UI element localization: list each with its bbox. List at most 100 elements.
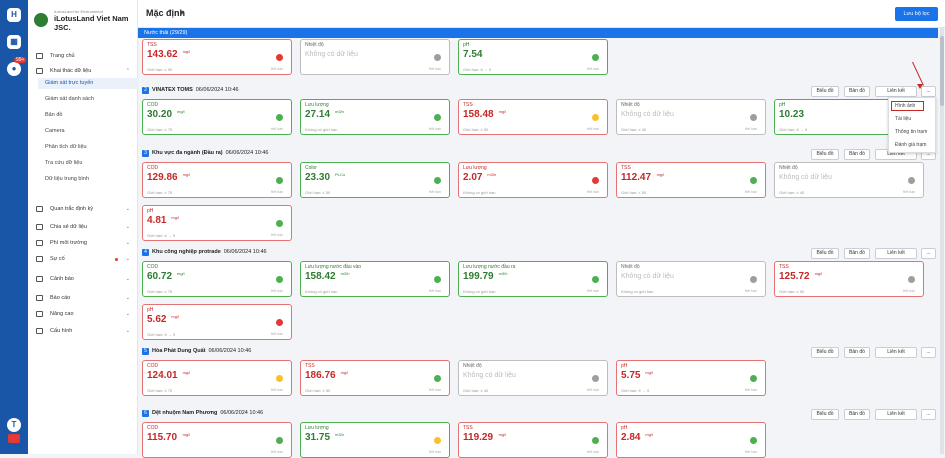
- parameter-value: 125.72: [779, 271, 810, 282]
- map-button[interactable]: Bản đồ: [844, 347, 870, 358]
- parameter-card[interactable]: COD 124.01 mg/l Giới hạn: ≤ 75 Hết hạn: [142, 360, 292, 396]
- chart-button[interactable]: Biểu đồ: [811, 86, 839, 97]
- submenu-item[interactable]: Giám sát trực tuyến: [38, 78, 138, 89]
- status-dot: [750, 276, 757, 283]
- chart-button[interactable]: Biểu đồ: [811, 149, 839, 160]
- avatar-icon[interactable]: T: [7, 418, 21, 432]
- menu-item[interactable]: Cảnh báo ⌄: [28, 273, 138, 285]
- annotation-arrow: [912, 61, 924, 86]
- link-button[interactable]: Liên kết: [875, 347, 917, 358]
- parameter-card[interactable]: COD 30.20 mg/l Giới hạn: ≤ 75 Hết hạn: [142, 99, 292, 135]
- menu-item[interactable]: Chia sẻ dữ liệu ⌄: [28, 221, 138, 233]
- station-name[interactable]: Hòa Phát Dung Quất: [152, 348, 206, 354]
- submenu-item[interactable]: Bản đồ: [45, 112, 63, 118]
- menu-item-label: Nâng cao: [50, 311, 74, 317]
- station-index: 5: [142, 348, 149, 355]
- parameter-card[interactable]: COD 60.72 mg/l Giới hạn: ≤ 75 Hết hạn: [142, 261, 292, 297]
- parameter-name: Lưu lượng: [305, 102, 329, 108]
- map-button[interactable]: Bản đồ: [844, 86, 870, 97]
- parameter-card[interactable]: TSS 186.76 mg/l Giới hạn: ≤ 50 Hết hạn: [300, 360, 450, 396]
- parameter-card[interactable]: pH 2.84 mg/l Hết hạn: [616, 422, 766, 458]
- dropdown-item[interactable]: Đánh giá trạm: [895, 142, 927, 148]
- more-button[interactable]: ...: [921, 248, 936, 259]
- station-name[interactable]: Khu vực đa ngành (Đầu ra): [152, 150, 223, 156]
- menu-item[interactable]: Sự cố ⌄: [28, 253, 138, 265]
- chart-button[interactable]: Biểu đồ: [811, 347, 839, 358]
- more-button[interactable]: ...: [921, 86, 936, 97]
- parameter-value: 119.29: [463, 432, 494, 443]
- menu-item[interactable]: Khai thác dữ liệu ⌃: [28, 65, 138, 77]
- station-name[interactable]: Khu công nghiệp protrade: [152, 249, 221, 255]
- parameter-limit: Giới hạn: ≤ 40: [779, 190, 805, 195]
- parameter-card[interactable]: TSS 158.48 mg/l Giới hạn: ≤ 50 Hết hạn: [458, 99, 608, 135]
- dropdown-item[interactable]: Hình ảnh: [895, 103, 916, 109]
- menu-item[interactable]: Báo cáo ⌄: [28, 292, 138, 304]
- chart-button[interactable]: Biểu đồ: [811, 409, 839, 420]
- parameter-card[interactable]: Lưu lượng 31.75 m3/h Hết hạn: [300, 422, 450, 458]
- parameter-card[interactable]: Nhiệt độ Không có dữ liệu Giới hạn: ≤ 40 Hế…: [774, 162, 924, 198]
- parameter-card[interactable]: Nhiệt độ Không có dữ liệu Giới hạn: ≤ 40 Hế…: [616, 99, 766, 135]
- parameter-card[interactable]: Nhiệt độ Không có dữ liệu Giới hạn: ≤ 40 Hế…: [458, 360, 608, 396]
- satellite-icon[interactable]: ●: [7, 62, 21, 76]
- expiry-label: Hết hạn: [744, 388, 757, 392]
- chevron-down-icon[interactable]: ▾: [180, 8, 185, 17]
- parameter-card[interactable]: Lưu lượng 27.14 m3/h Không có giới hạn Hết h…: [300, 99, 450, 135]
- chart-button[interactable]: Biểu đồ: [811, 248, 839, 259]
- submenu-item[interactable]: Camera: [45, 128, 65, 134]
- parameter-card[interactable]: Lưu lượng nước đầu ra 199.79 m3/h Không có …: [458, 261, 608, 297]
- parameter-card[interactable]: Color 23.30 Pt-Co Giới hạn: ≤ 50 Hết hạn: [300, 162, 450, 198]
- parameter-card[interactable]: pH 5.62 mg/l Giới hạn: 6 → 9 Hết hạn: [142, 304, 292, 340]
- map-button[interactable]: Bản đồ: [844, 248, 870, 259]
- menu-item[interactable]: Trang chủ: [28, 50, 138, 62]
- parameter-unit: mg/l: [340, 370, 349, 375]
- save-filter-button[interactable]: Lưu bộ lọc: [895, 7, 938, 21]
- parameter-card[interactable]: TSS 125.72 mg/l Giới hạn: ≤ 50 Hết hạn: [774, 261, 924, 297]
- more-button[interactable]: ...: [921, 347, 936, 358]
- parameter-unit: m3/h: [340, 271, 350, 276]
- parameter-name: TSS: [305, 363, 315, 369]
- menu-item[interactable]: Phí môi trường ⌄: [28, 237, 138, 249]
- parameter-card[interactable]: Lưu lượng nước đầu vào 158.42 m3/h Không có…: [300, 261, 450, 297]
- youtube-icon[interactable]: [8, 434, 20, 443]
- station-index: 3: [142, 150, 149, 157]
- status-dot: [434, 276, 441, 283]
- dropdown-item[interactable]: Thông tin trạm: [895, 129, 928, 135]
- parameter-card[interactable]: COD 129.86 mg/l Giới hạn: ≤ 75 Hết hạn: [142, 162, 292, 198]
- link-button[interactable]: Liên kết: [875, 409, 917, 420]
- parameter-card[interactable]: Nhiệt độ Không có dữ liệu Hết hạn: [300, 39, 450, 75]
- parameter-card[interactable]: Lưu lượng 2.07 m3/h Không có giới hạn Hết hạ…: [458, 162, 608, 198]
- submenu-item[interactable]: Phân tích dữ liệu: [45, 144, 87, 150]
- parameter-limit: Giới hạn: ≤ 75: [147, 388, 173, 393]
- scrollbar[interactable]: [940, 28, 944, 454]
- submenu-item[interactable]: Dữ liệu trung bình: [45, 176, 90, 182]
- parameter-card[interactable]: COD 115.70 mg/l Hết hạn: [142, 422, 292, 458]
- menu-item[interactable]: Quan trắc định kỳ ⌄: [28, 203, 138, 215]
- parameter-card[interactable]: pH 5.75 mg/l Giới hạn: 6 → 9 Hết hạn: [616, 360, 766, 396]
- parameter-card[interactable]: pH 4.81 mg/l Giới hạn: 6 → 9 Hết hạn: [142, 205, 292, 241]
- parameter-name: Nhiệt độ: [621, 264, 640, 270]
- map-button[interactable]: Bản đồ: [844, 149, 870, 160]
- parameter-value: Không có dữ liệu: [621, 111, 674, 118]
- menu-item[interactable]: Cấu hình ⌄: [28, 325, 138, 337]
- station-name[interactable]: VINATEX TOMS: [152, 87, 193, 93]
- station-name[interactable]: Dệt nhuộm Nam Phương: [152, 410, 218, 416]
- parameter-card[interactable]: TSS 112.47 mg/l Giới hạn: ≤ 50 Hết hạn: [616, 162, 766, 198]
- parameter-card[interactable]: pH 7.54 Giới hạn: 6 → 9 Hết hạn: [458, 39, 608, 75]
- parameter-card[interactable]: TSS 143.62 mg/l Giới hạn: ≤ 50 Hết hạn: [142, 39, 292, 75]
- link-button[interactable]: Liên kết: [875, 86, 917, 97]
- parameter-card[interactable]: Nhiệt độ Không có dữ liệu Không có giới hạ…: [616, 261, 766, 297]
- home-icon[interactable]: H: [7, 8, 21, 22]
- parameter-limit: Không có giới hạn: [305, 127, 338, 132]
- link-button[interactable]: Liên kết: [875, 248, 917, 259]
- menu-item[interactable]: Nâng cao ⌄: [28, 308, 138, 320]
- submenu-item[interactable]: Tra cứu dữ liệu: [45, 160, 83, 166]
- map-button[interactable]: Bản đồ: [844, 409, 870, 420]
- parameter-limit: Giới hạn: ≤ 50: [779, 289, 805, 294]
- more-button[interactable]: ...: [921, 409, 936, 420]
- status-dot: [276, 375, 283, 382]
- grid-icon[interactable]: ▦: [7, 35, 21, 49]
- parameter-card[interactable]: TSS 119.29 mg/l Hết hạn: [458, 422, 608, 458]
- submenu-item[interactable]: Giám sát danh sách: [45, 96, 94, 102]
- group-strip[interactable]: Nước thải (29/29): [138, 28, 938, 38]
- dropdown-item[interactable]: Tài liệu: [895, 116, 912, 122]
